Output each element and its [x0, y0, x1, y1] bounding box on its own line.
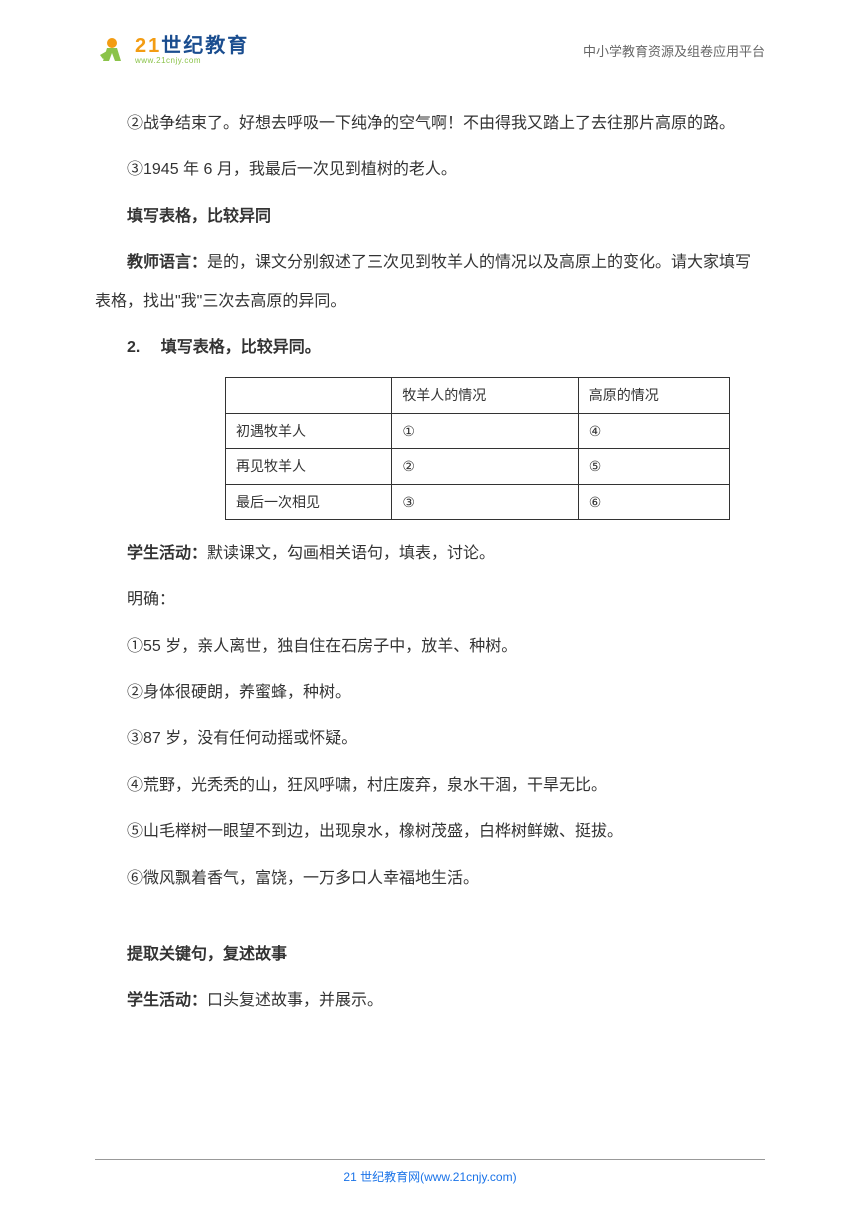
table-row: 再见牧羊人 ② ⑤	[226, 449, 730, 484]
table-row: 最后一次相见 ③ ⑥	[226, 484, 730, 519]
page-header: 21世纪教育 www.21cnjy.com 中小学教育资源及组卷应用平台	[95, 30, 765, 70]
answer-6: ⑥微风飘着香气，富饶，一万多口人幸福地生活。	[95, 860, 765, 898]
student-activity-1: 学生活动：默读课文，勾画相关语句，填表，讨论。	[95, 535, 765, 573]
logo-icon	[95, 33, 130, 68]
table-cell: ③	[392, 484, 578, 519]
document-content: ②战争结束了。好想去呼吸一下纯净的空气啊！不由得我又踏上了去往那片高原的路。 ③…	[95, 105, 765, 1021]
table-cell: ②	[392, 449, 578, 484]
footer-text: 21 世纪教育网(www.21cnjy.com)	[343, 1170, 516, 1184]
answer-4: ④荒野，光秃秃的山，狂风呼啸，村庄废弃，泉水干涸，干旱无比。	[95, 767, 765, 805]
section-title-1: 填写表格，比较异同	[95, 198, 765, 236]
student-text: 默读课文，勾画相关语句，填表，讨论。	[207, 545, 495, 562]
teacher-label: 教师语言：	[127, 254, 207, 271]
header-right-text: 中小学教育资源及组卷应用平台	[583, 41, 765, 60]
table-header-col2: 牧羊人的情况	[392, 378, 578, 413]
numbered-section-title: 2. 填写表格，比较异同。	[95, 329, 765, 367]
logo-text: 21世纪教育 www.21cnjy.com	[135, 36, 249, 65]
answer-2: ②身体很硬朗，养蜜蜂，种树。	[95, 674, 765, 712]
table-header-empty	[226, 378, 392, 413]
table-cell: ⑤	[578, 449, 729, 484]
spacer	[95, 906, 765, 936]
table-cell: ①	[392, 413, 578, 448]
student-label-2: 学生活动：	[127, 992, 207, 1009]
logo-sub-text: www.21cnjy.com	[135, 56, 249, 65]
comparison-table-wrap: 牧羊人的情况 高原的情况 初遇牧羊人 ① ④ 再见牧羊人 ② ⑤ 最后一次相见 …	[225, 377, 730, 520]
table-cell: ④	[578, 413, 729, 448]
paragraph-3: ③1945 年 6 月，我最后一次见到植树的老人。	[95, 151, 765, 189]
paragraph-2: ②战争结束了。好想去呼吸一下纯净的空气啊！不由得我又踏上了去往那片高原的路。	[95, 105, 765, 143]
table-cell: 初遇牧羊人	[226, 413, 392, 448]
student-label: 学生活动：	[127, 545, 207, 562]
table-cell: 最后一次相见	[226, 484, 392, 519]
clarify-label: 明确：	[95, 581, 765, 619]
teacher-speech: 教师语言：是的，课文分别叙述了三次见到牧羊人的情况以及高原上的变化。请大家填写表…	[95, 244, 765, 321]
table-row: 初遇牧羊人 ① ④	[226, 413, 730, 448]
page-footer: 21 世纪教育网(www.21cnjy.com)	[95, 1159, 765, 1186]
student-text-2: 口头复述故事，并展示。	[207, 992, 383, 1009]
logo-main-text: 21世纪教育	[135, 36, 249, 56]
student-activity-2: 学生活动：口头复述故事，并展示。	[95, 982, 765, 1020]
section-title-2: 提取关键句，复述故事	[95, 936, 765, 974]
logo: 21世纪教育 www.21cnjy.com	[95, 33, 249, 68]
answer-5: ⑤山毛榉树一眼望不到边，出现泉水，橡树茂盛，白桦树鲜嫩、挺拔。	[95, 813, 765, 851]
comparison-table: 牧羊人的情况 高原的情况 初遇牧羊人 ① ④ 再见牧羊人 ② ⑤ 最后一次相见 …	[225, 377, 730, 520]
answer-1: ①55 岁，亲人离世，独自住在石房子中，放羊、种树。	[95, 628, 765, 666]
table-cell: ⑥	[578, 484, 729, 519]
answer-3: ③87 岁，没有任何动摇或怀疑。	[95, 720, 765, 758]
table-cell: 再见牧羊人	[226, 449, 392, 484]
table-header-col3: 高原的情况	[578, 378, 729, 413]
table-header-row: 牧羊人的情况 高原的情况	[226, 378, 730, 413]
